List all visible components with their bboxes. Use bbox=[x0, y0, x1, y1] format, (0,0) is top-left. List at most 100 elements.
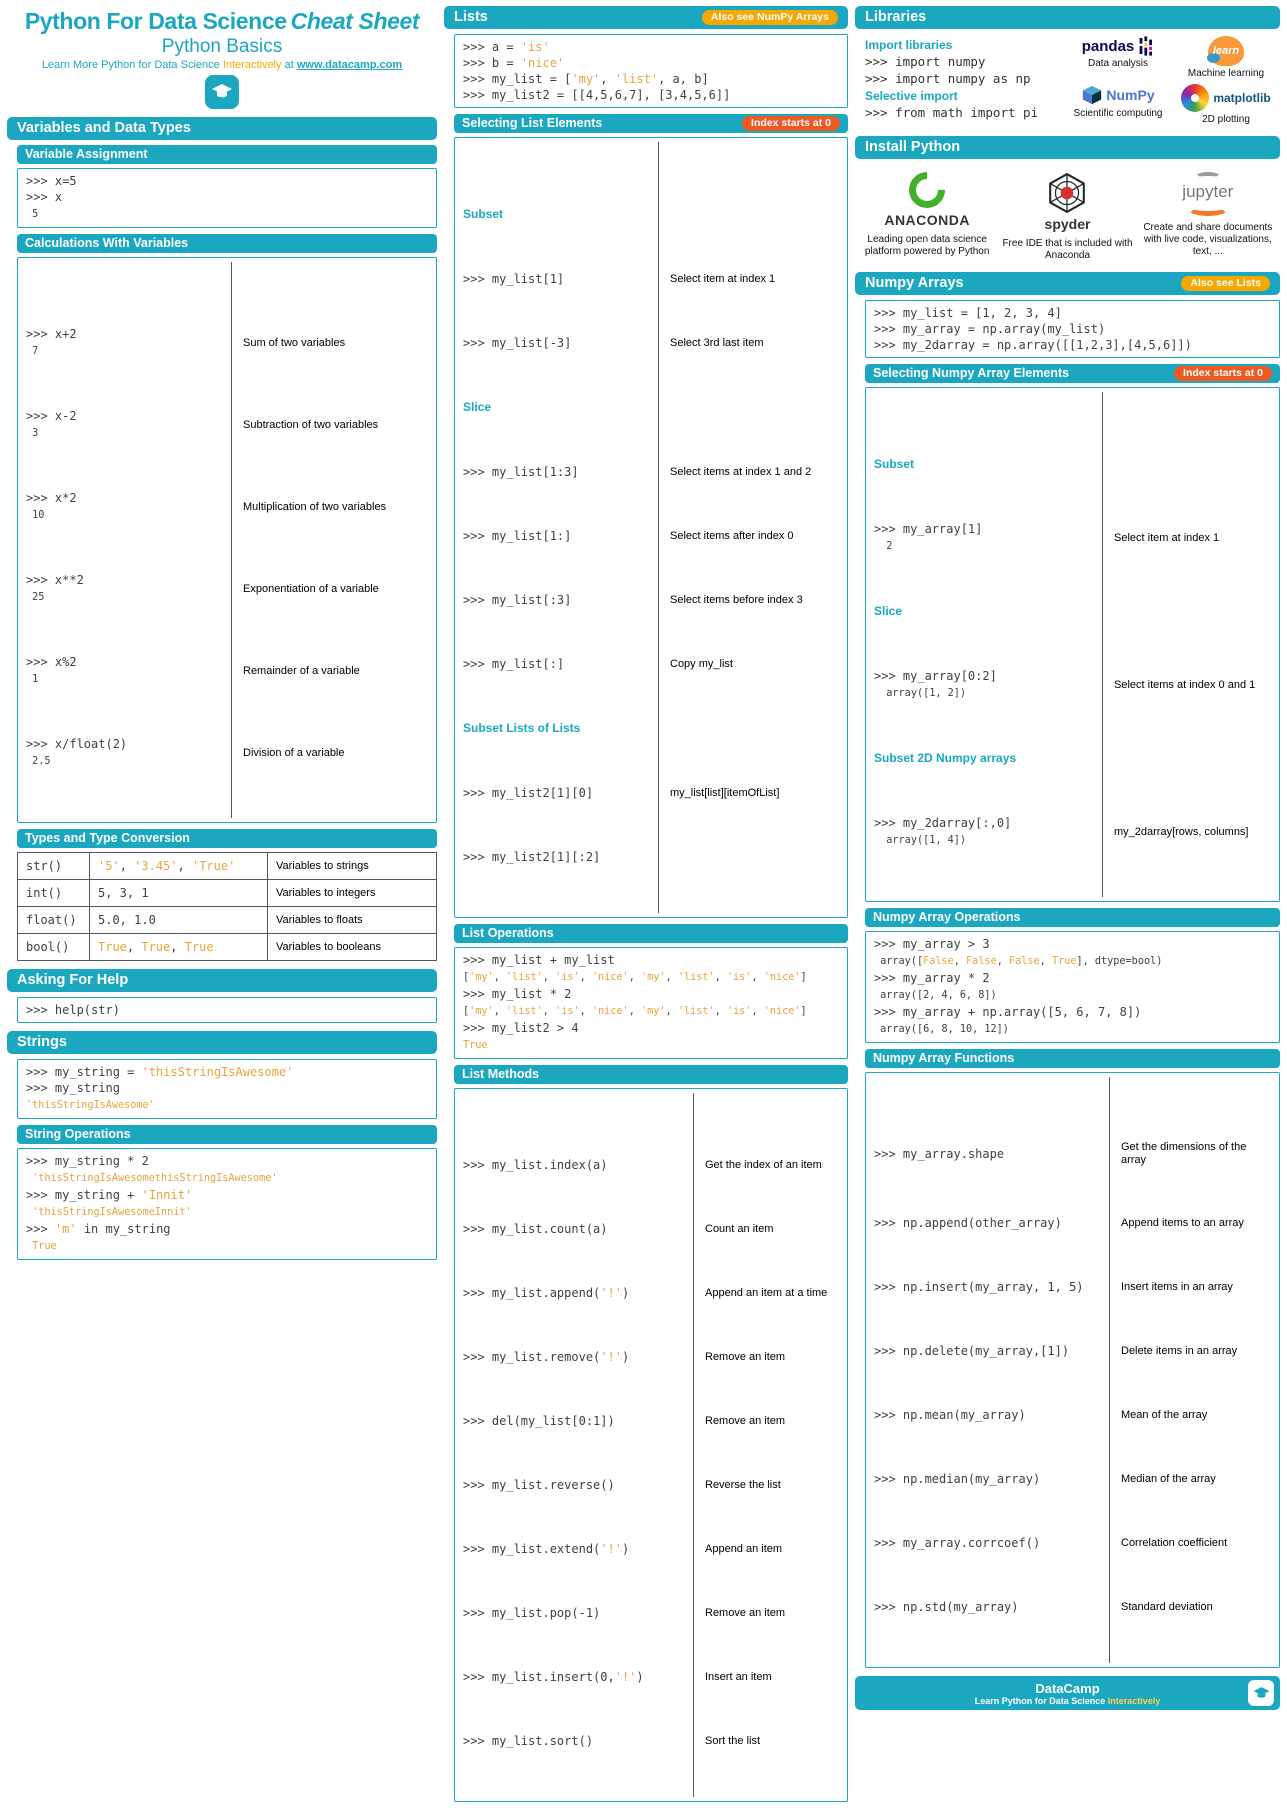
code-row: Subset 2D Numpy arrays bbox=[874, 750, 1271, 767]
code-row: >>> np.std(my_array) Standard deviation bbox=[874, 1599, 1271, 1615]
pandas-logo: pandas bbox=[1082, 36, 1155, 56]
code-cell: >>> np.mean(my_array) bbox=[874, 1408, 1026, 1422]
tagline-highlight: Interactively bbox=[222, 59, 282, 71]
cheat-sheet: Python For Data Science Cheat Sheet Pytho… bbox=[7, 4, 1280, 1802]
code-row: >>> my_array.corrcoef() Correlation coeff… bbox=[874, 1535, 1271, 1551]
code-cell: >>> my_array[1] 2 bbox=[874, 522, 983, 552]
description-cell: Select items before index 3 bbox=[670, 593, 803, 606]
libraries-logos: pandas Data analysis learn Machine learn… bbox=[1068, 36, 1276, 126]
description-cell: my_list[list][itemOfList] bbox=[670, 786, 780, 799]
description-cell: Mean of the array bbox=[1121, 1408, 1208, 1421]
datacamp-logo bbox=[205, 75, 239, 109]
section-libraries: Import libraries >>> import numpy >>> im… bbox=[855, 34, 1280, 128]
subheader-types: Types and Type Conversion bbox=[17, 829, 437, 848]
code-row: >>> my_list.pop(-1) Remove an item bbox=[463, 1605, 839, 1621]
type-function-cell: bool() bbox=[18, 934, 90, 960]
code-row: Slice bbox=[874, 603, 1271, 620]
anaconda-caption: Leading open data science platform power… bbox=[864, 234, 990, 257]
index-starts-badge: Index starts at 0 bbox=[1174, 366, 1272, 381]
section-title: Install Python bbox=[865, 139, 961, 155]
datacamp-footer-logo bbox=[1248, 1680, 1274, 1706]
code-box-help: >>> help(str) bbox=[17, 997, 437, 1023]
type-description-cell: Variables to strings bbox=[268, 853, 436, 880]
description-cell: Correlation coefficient bbox=[1121, 1536, 1228, 1549]
code-row: >>> my_2darray[:,0] array([1, 4]) my_2dar… bbox=[874, 815, 1271, 849]
group-label: Subset 2D Numpy arrays bbox=[874, 751, 1017, 765]
section-title: Numpy Arrays bbox=[865, 275, 964, 291]
section-numpy: >>> my_list = [1, 2, 3, 4] >>> my_array … bbox=[865, 300, 1280, 1668]
code-row: >>> my_array[1] 2 Select item at index 1 bbox=[874, 521, 1271, 555]
middle-column: Lists Also see NumPy Arrays >>> a = 'is' … bbox=[444, 4, 848, 1802]
code-cell: >>> my_array[0:2] array([1, 2]) bbox=[874, 669, 997, 699]
description-cell: Remainder of a variable bbox=[243, 664, 360, 677]
code-cell: >>> my_list.extend('!') bbox=[463, 1542, 630, 1556]
subsection-title: Numpy Array Functions bbox=[873, 1051, 1015, 1065]
import-code: >>> import numpy >>> import numpy as np bbox=[865, 54, 1031, 86]
description-cell: Delete items in an array bbox=[1121, 1344, 1238, 1357]
code-box-calculations: >>> x+2 7 Sum of two variables >>> x-2 3 S… bbox=[17, 257, 437, 823]
code-cell: >>> np.median(my_array) bbox=[874, 1472, 1041, 1486]
description-cell: Append an item at a time bbox=[705, 1286, 828, 1299]
right-column: Libraries Import libraries >>> import nu… bbox=[855, 4, 1280, 1710]
sklearn-caption: Machine learning bbox=[1187, 68, 1265, 79]
column-divider bbox=[1102, 392, 1103, 897]
subheader-calculations: Calculations With Variables bbox=[17, 234, 437, 253]
description-cell: Select items after index 0 bbox=[670, 529, 794, 542]
datacamp-link[interactable]: www.datacamp.com bbox=[296, 59, 403, 71]
spacer bbox=[454, 1808, 848, 1818]
group-label: Slice bbox=[463, 400, 492, 414]
type-description-cell: Variables to floats bbox=[268, 907, 436, 934]
group-label: Slice bbox=[874, 604, 903, 618]
code-row: >>> my_list[1:3] Select items at index 1 … bbox=[463, 464, 839, 480]
footer-brand: DataCamp bbox=[1035, 1680, 1100, 1696]
footer: DataCamp Learn Python for Data Science I… bbox=[855, 1676, 1280, 1710]
description-cell: Select items at index 0 and 1 bbox=[1114, 678, 1256, 691]
subheader-variable-assignment: Variable Assignment bbox=[17, 145, 437, 164]
code-cell: >>> np.std(my_array) bbox=[874, 1600, 1019, 1614]
title-main: Python For Data Science bbox=[24, 8, 287, 34]
code-cell: >>> my_list.append('!') bbox=[463, 1286, 630, 1300]
description-cell: Sum of two variables bbox=[243, 336, 346, 349]
code-row: Subset Lists of Lists bbox=[463, 720, 839, 737]
code-cell: >>> del(my_list[0:1]) bbox=[463, 1414, 615, 1428]
pandas-caption: Data analysis bbox=[1087, 58, 1149, 69]
code-box-numpy-functions: >>> my_array.shape Get the dimensions of … bbox=[865, 1072, 1280, 1668]
code-row: Subset bbox=[463, 206, 839, 223]
type-example-cell: 5, 3, 1 bbox=[90, 880, 268, 907]
matplotlib-logo: matplotlib bbox=[1181, 84, 1271, 112]
tagline: Learn More Python for Data Science Inter… bbox=[7, 59, 437, 72]
also-see-lists-badge: Also see Lists bbox=[1181, 276, 1270, 291]
code-row: >>> x+2 7 Sum of two variables bbox=[26, 326, 428, 360]
code-cell: >>> x*2 10 bbox=[26, 491, 77, 521]
spyder-wordmark: spyder bbox=[1044, 216, 1091, 232]
code-cell: >>> my_list.insert(0,'!') bbox=[463, 1670, 644, 1684]
numpy-cube-icon bbox=[1083, 85, 1102, 105]
sklearn-wordmark: learn bbox=[1212, 45, 1240, 57]
title-accent: Cheat Sheet bbox=[290, 8, 420, 34]
column-divider bbox=[231, 262, 232, 818]
description-cell: my_2darray[rows, columns] bbox=[1114, 825, 1249, 838]
description-cell: Insert items in an array bbox=[1121, 1280, 1233, 1293]
code-box-list-methods: >>> my_list.index(a) Get the index of an … bbox=[454, 1088, 848, 1802]
description-cell: Copy my_list bbox=[670, 657, 733, 670]
graduation-cap-icon bbox=[212, 84, 232, 98]
code-row: >>> my_list.reverse() Reverse the list bbox=[463, 1477, 839, 1493]
description-cell: Remove an item bbox=[705, 1606, 786, 1619]
description-cell: Select item at index 1 bbox=[1114, 531, 1220, 544]
code-cell: >>> my_list[1:3] bbox=[463, 465, 579, 479]
description-cell: Remove an item bbox=[705, 1350, 786, 1363]
code-row: >>> my_list.extend('!') Append an item bbox=[463, 1541, 839, 1557]
code-cell: >>> my_list[1] bbox=[463, 272, 565, 286]
code-box-list-operations: >>> my_list + my_list ['my', 'list', 'is… bbox=[454, 947, 848, 1059]
section-help: >>> help(str) bbox=[17, 997, 437, 1023]
code-box-numpy-intro: >>> my_list = [1, 2, 3, 4] >>> my_array … bbox=[865, 300, 1280, 358]
section-title: Libraries bbox=[865, 9, 927, 25]
subsection-title: List Methods bbox=[462, 1067, 540, 1081]
section-header-strings: Strings bbox=[7, 1031, 437, 1054]
description-cell: Select items at index 1 and 2 bbox=[670, 465, 812, 478]
jupyter-bottom-moon-icon bbox=[1186, 201, 1229, 216]
code-row: >>> my_list[1] Select item at index 1 bbox=[463, 271, 839, 287]
code-row: >>> np.insert(my_array, 1, 5) Insert item… bbox=[874, 1279, 1271, 1295]
index-starts-badge: Index starts at 0 bbox=[742, 116, 840, 131]
numpy-cell: NumPy Scientific computing bbox=[1068, 84, 1168, 120]
